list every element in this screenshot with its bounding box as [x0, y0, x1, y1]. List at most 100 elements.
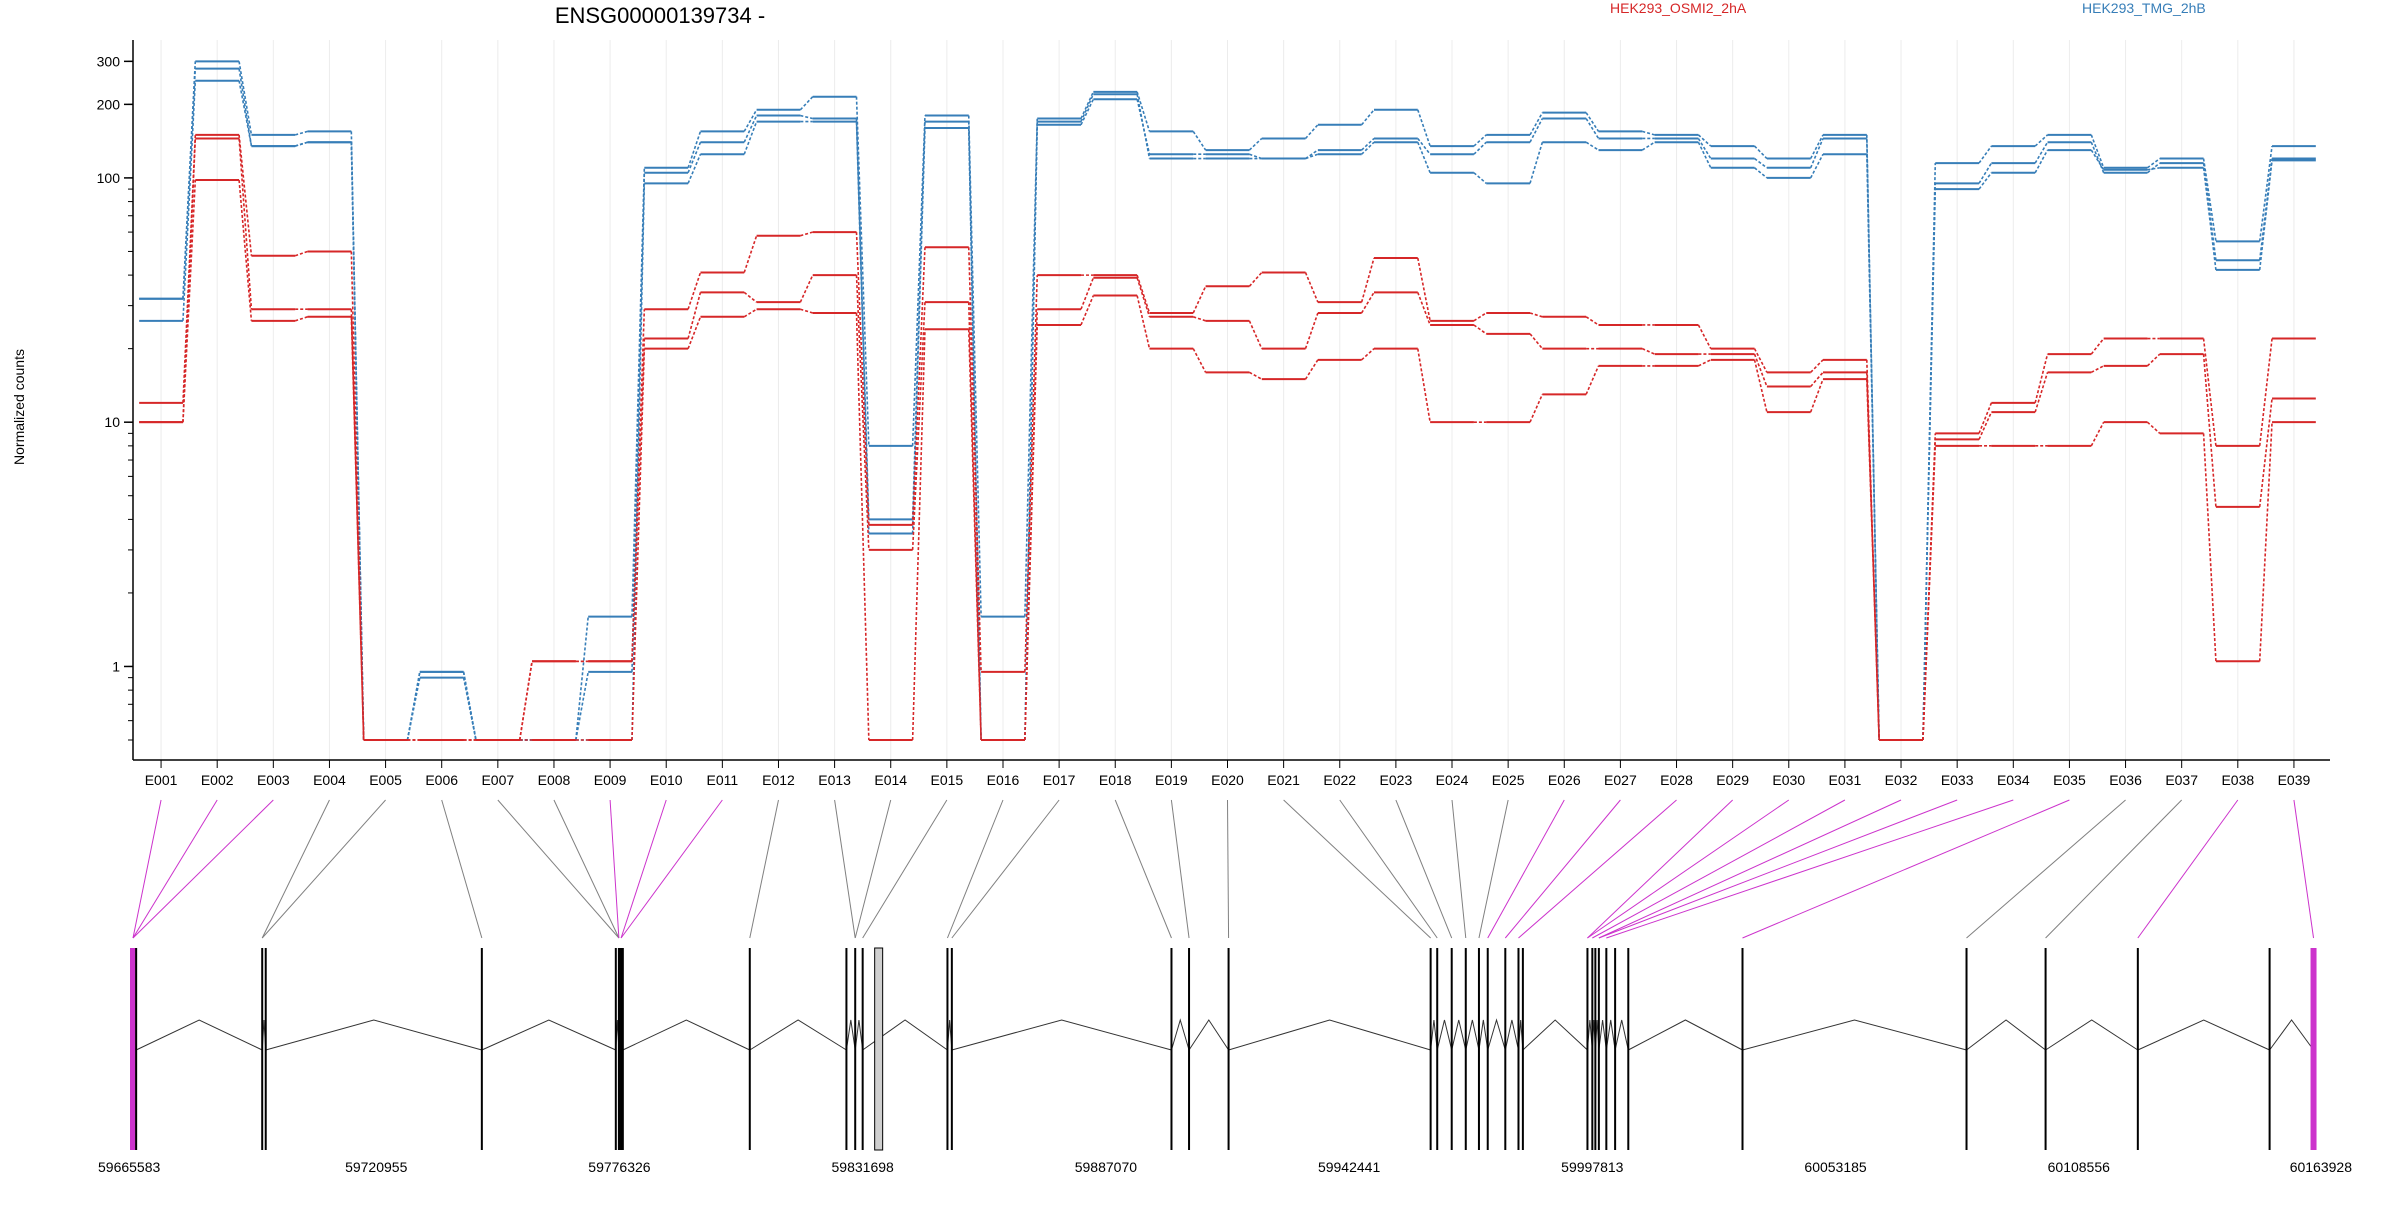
series-transition [238, 138, 253, 310]
series-transition [1416, 348, 1431, 423]
x-tick-label: E011 [707, 772, 739, 788]
series-transition [687, 292, 702, 339]
series-transition [1080, 91, 1095, 119]
y-tick-label: 100 [97, 170, 121, 186]
exon-connector [1227, 799, 1230, 939]
series-transition [1024, 118, 1039, 617]
exon-connector [441, 799, 483, 939]
exon-connector [1742, 799, 2070, 939]
series-transition [1642, 130, 1655, 136]
series-transition [1249, 371, 1263, 380]
exon-connector [261, 799, 386, 939]
exon-connector [1592, 799, 1846, 939]
axis-layer: 1 10 100 200 300 E001 E002 E003 E004 E005 E006 E007… [97, 40, 2330, 788]
series-transition [855, 121, 870, 534]
intron-chevron [1451, 1019, 1467, 1051]
exon-bar [1605, 948, 1608, 1150]
exon-connector [132, 799, 162, 939]
grid-layer [160, 40, 2295, 760]
exon-bar-wide [874, 947, 884, 1151]
series-transition [855, 96, 870, 446]
y-tick-label: 200 [97, 96, 121, 112]
exon-connector-layer [132, 799, 2315, 939]
series-transition [855, 312, 870, 741]
series-transition [1361, 348, 1375, 361]
x-tick-label: E020 [1211, 772, 1244, 788]
series-transition [687, 316, 702, 349]
series-transition [1529, 312, 1543, 318]
series-transition [855, 232, 870, 525]
series-transition [238, 61, 253, 136]
exon-bar [1614, 948, 1617, 1150]
intron-chevron [1487, 1018, 1506, 1051]
intron-chevron [1966, 1019, 2046, 1051]
exon-connector [261, 799, 330, 939]
genomic-coordinate-label: 60108556 [2048, 1159, 2111, 1175]
series-transition [1473, 134, 1487, 147]
intron-chevron [135, 1019, 263, 1051]
series-transition [1697, 324, 1712, 350]
series-transition [1922, 189, 1937, 741]
series-transition [1417, 141, 1431, 174]
genomic-coordinate-label: 60163928 [2290, 1159, 2353, 1175]
series-transition [631, 183, 646, 741]
series-transition [911, 302, 926, 550]
series-transition [2034, 372, 2049, 413]
series-transition [1192, 348, 1207, 373]
x-tick-label: E030 [1772, 772, 1805, 788]
genomic-coordinate-label: 59831698 [832, 1159, 895, 1175]
series-transition [1922, 183, 1937, 741]
exon-bar [1597, 948, 1600, 1150]
exon-bar [854, 948, 857, 1150]
exon-bar [2268, 948, 2271, 1150]
series-transition [1866, 379, 1880, 741]
genomic-coordinate-label: 59665583 [98, 1159, 161, 1175]
series-transition [1248, 137, 1263, 151]
genomic-coordinate-label: 59942441 [1318, 1159, 1381, 1175]
exon-connector [1478, 799, 1509, 939]
series-transition [575, 616, 589, 741]
x-tick-label: E019 [1155, 772, 1188, 788]
series-transition [1361, 137, 1375, 151]
series-transition [462, 677, 477, 741]
series-transition [238, 80, 253, 147]
intron-chevron [265, 1019, 482, 1051]
exon-bar [861, 948, 864, 1150]
series-transition [1810, 359, 1824, 373]
x-tick-label: E007 [481, 772, 514, 788]
series-transition [2258, 422, 2273, 662]
series-transition [2146, 421, 2161, 434]
series-transition [743, 109, 758, 132]
x-tick-label: E002 [201, 772, 234, 788]
exon-bar-highlighted [130, 948, 136, 1150]
y-tick-label: 300 [97, 53, 121, 69]
series-transition [1248, 271, 1263, 287]
series-transition [1641, 347, 1655, 355]
x-tick-label: E021 [1267, 772, 1300, 788]
series-transition [1529, 118, 1544, 143]
series-transition [1809, 138, 1824, 169]
series-transition [1809, 134, 1824, 159]
series-transition [294, 141, 308, 147]
exon-connector [2045, 799, 2183, 939]
series-transition [799, 274, 814, 303]
x-tick-label: E035 [2053, 772, 2086, 788]
series-transition [2202, 158, 2217, 242]
exon-bar [621, 948, 624, 1150]
intron-chevron [1465, 1019, 1480, 1051]
series-transition [182, 180, 197, 423]
series-transition [1473, 324, 1487, 335]
series-transition [1473, 172, 1487, 184]
exon-bar [946, 948, 949, 1150]
series-transition [1305, 153, 1319, 160]
series-transition [1473, 312, 1487, 322]
genomic-coordinate-label: 59776326 [588, 1159, 651, 1175]
intron-chevron [951, 1019, 1172, 1051]
x-tick-label: E003 [257, 772, 290, 788]
series-transition [855, 275, 870, 550]
series-transition [2258, 338, 2273, 446]
series-transition [238, 68, 253, 147]
series-transition [1304, 124, 1319, 140]
series-transition [2090, 421, 2105, 447]
exon-bar [618, 948, 621, 1150]
